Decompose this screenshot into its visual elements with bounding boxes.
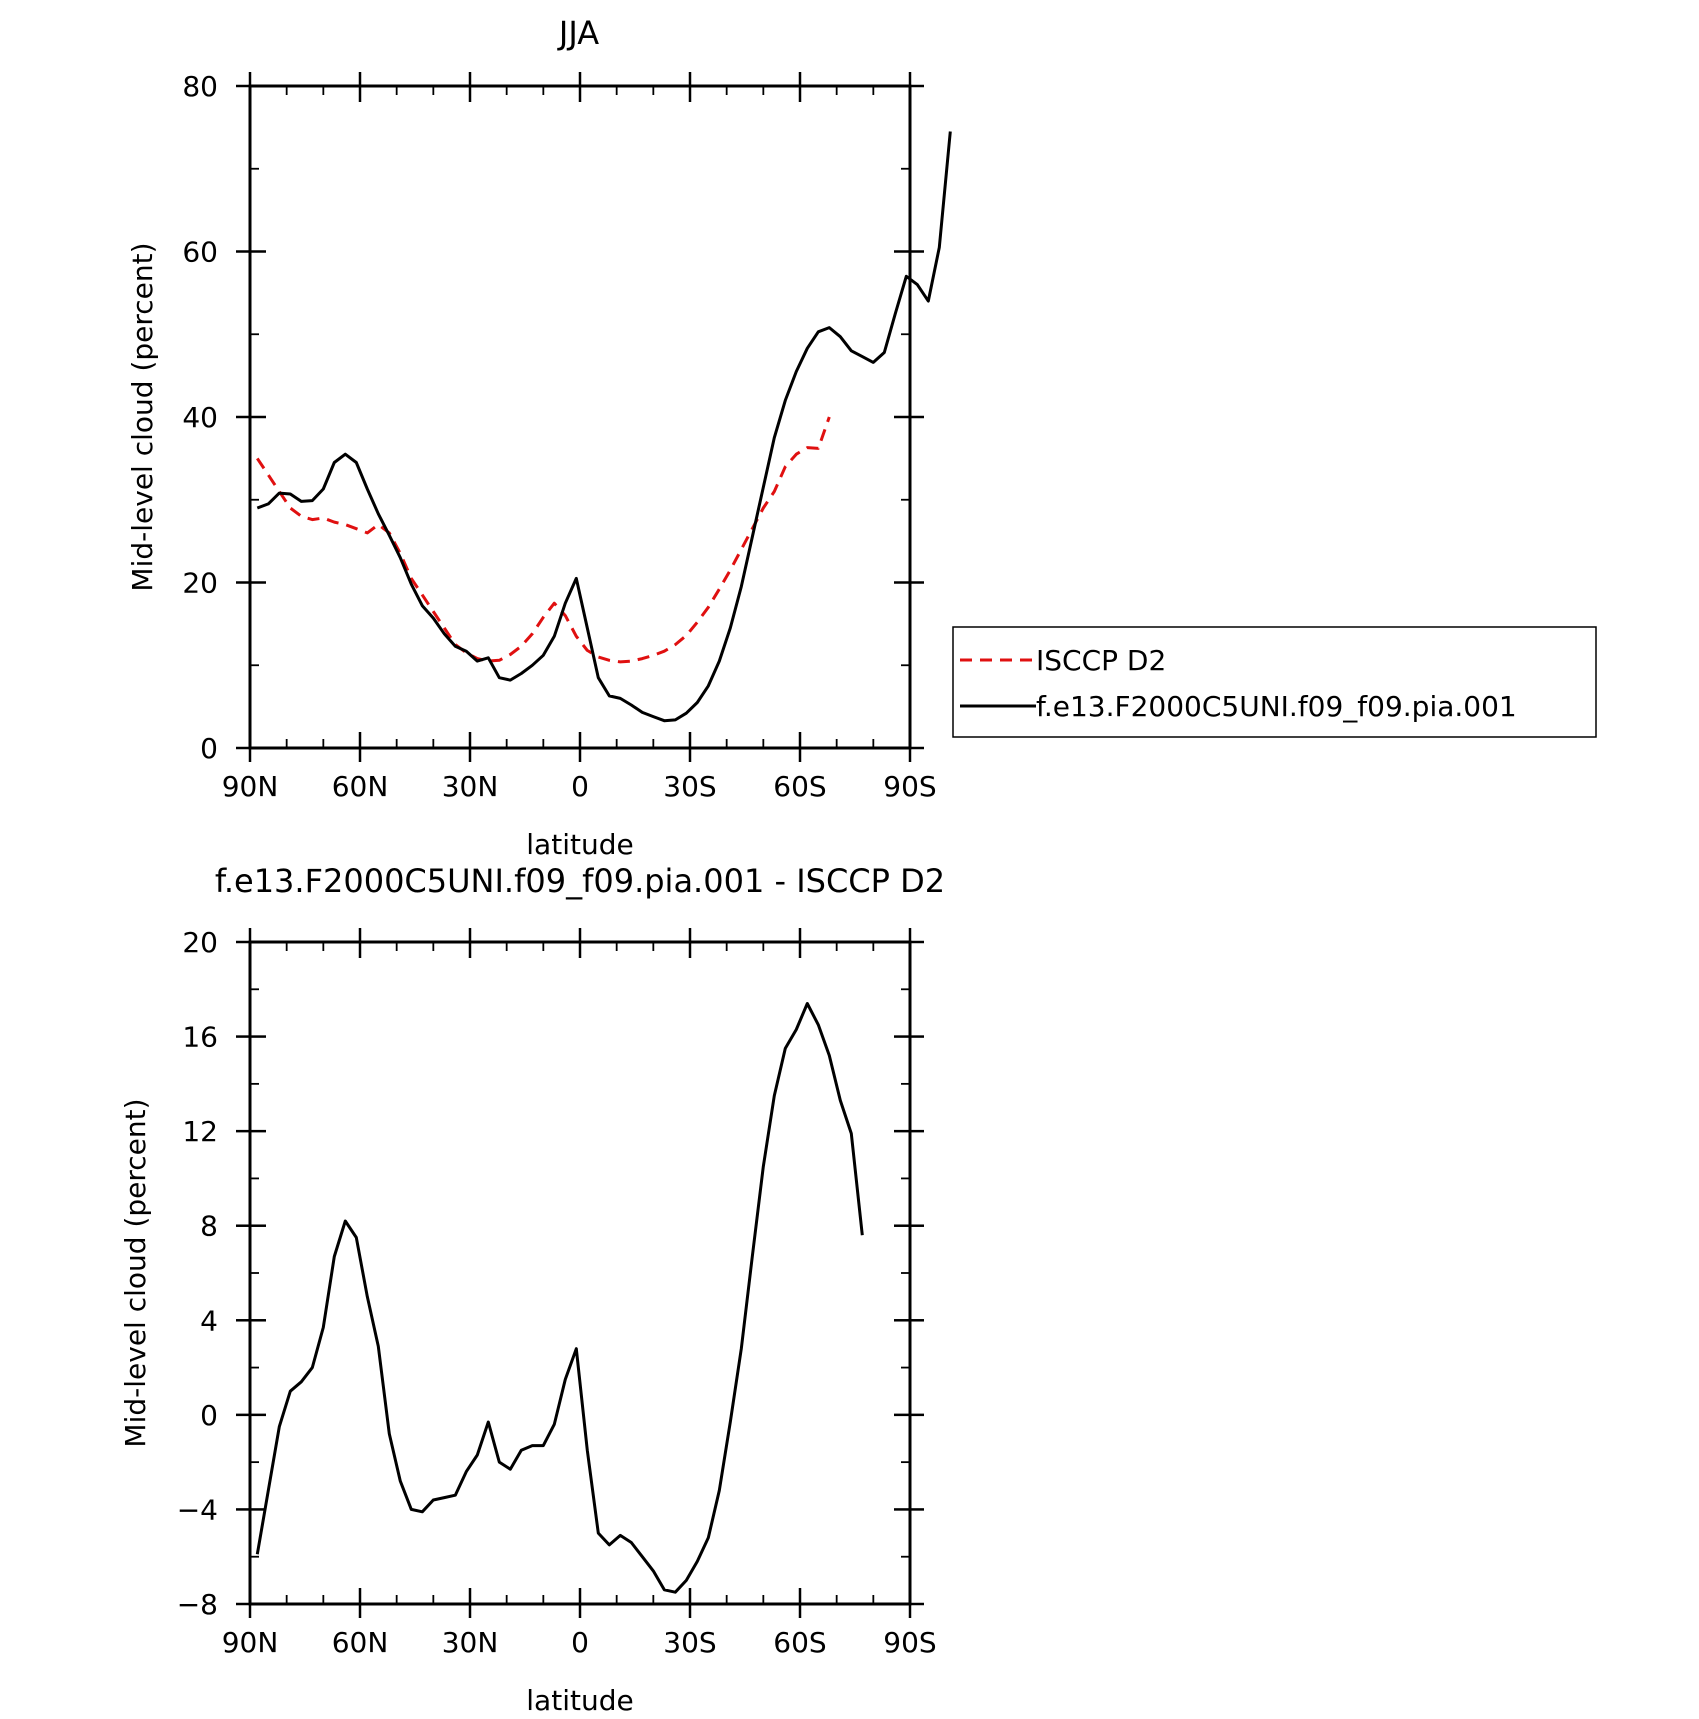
bottom-chart-title: f.e13.F2000C5UNI.f09_f09.pia.001 - ISCCP… [215,862,945,900]
x-tick-label: 0 [571,770,589,803]
x-tick-label: 30S [663,1626,716,1659]
top-y-axis-label: Mid-level cloud (percent) [126,242,159,591]
legend-box [952,626,1597,738]
y-tick-label: 60 [182,236,218,269]
x-tick-label: 30N [442,770,499,803]
difference-line [255,1002,864,1594]
bottom-x-axis-label: latitude [526,1684,633,1717]
bottom-y-tick-labels: −8 −4 0 4 8 12 16 20 [177,926,218,1621]
y-tick-label: 12 [182,1115,218,1148]
x-tick-label: 60S [773,770,826,803]
y-tick-label: 0 [200,1399,218,1432]
top-series [256,131,952,723]
x-tick-label: 90S [883,1626,936,1659]
y-tick-label: 80 [182,70,218,103]
x-tick-label: 90N [222,770,279,803]
x-tick-label: 0 [571,1626,589,1659]
y-tick-label: 20 [182,926,218,959]
legend: ISCCP D2 f.e13.F2000C5UNI.f09_f09.pia.00… [952,626,1597,738]
y-tick-label: −8 [177,1588,218,1621]
y-tick-label: 8 [200,1210,218,1243]
x-tick-label: 60S [773,1626,826,1659]
top-x-tick-labels: 90N 60N 30N 0 30S 60S 90S [222,770,937,803]
y-tick-label: −4 [177,1493,218,1526]
y-tick-label: 0 [200,732,218,765]
x-tick-label: 60N [332,770,389,803]
bottom-panel: f.e13.F2000C5UNI.f09_f09.pia.001 - ISCCP… [119,862,945,1717]
top-panel: JJA 90N 60N 30N 0 30S 60S 90S 0 20 40 60 80 latitu… [126,14,1597,861]
legend-label-model: f.e13.F2000C5UNI.f09_f09.pia.001 [1036,690,1517,723]
x-tick-label: 90N [222,1626,279,1659]
bottom-y-axis-label: Mid-level cloud (percent) [119,1098,152,1447]
top-x-axis-label: latitude [526,828,633,861]
bottom-x-tick-labels: 90N 60N 30N 0 30S 60S 90S [222,1626,937,1659]
y-tick-label: 40 [182,401,218,434]
y-tick-label: 16 [182,1021,218,1054]
bottom-plot-frame [248,940,912,1606]
top-chart-title: JJA [557,14,599,52]
x-tick-label: 90S [883,770,936,803]
y-tick-label: 4 [200,1304,218,1337]
bottom-ticks [236,928,924,1618]
top-y-tick-labels: 0 20 40 60 80 [182,70,218,765]
x-tick-label: 60N [332,1626,389,1659]
y-tick-label: 20 [182,567,218,600]
top-plot-frame [248,84,912,750]
bottom-series [255,1002,864,1594]
x-tick-label: 30N [442,1626,499,1659]
legend-label-isccp: ISCCP D2 [1036,644,1166,677]
isccp-d2-line [256,416,831,664]
top-ticks [236,72,924,762]
x-tick-label: 30S [663,770,716,803]
model-line [256,131,952,723]
